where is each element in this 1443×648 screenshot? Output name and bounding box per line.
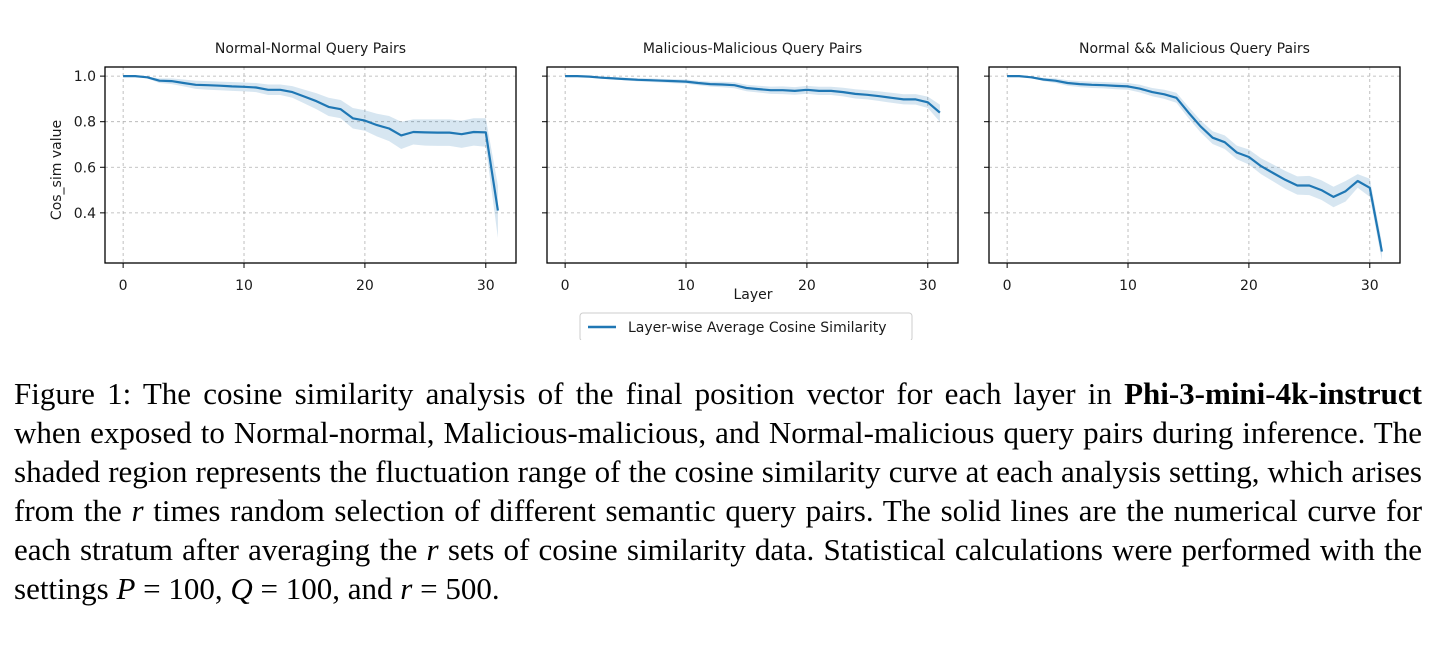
- caption-var-r-2: r: [426, 532, 439, 567]
- plot-frame: [104, 66, 517, 264]
- x-tick-label: 0: [1003, 278, 1012, 294]
- caption-model-name: Phi-3-mini-4k-instruct: [1124, 376, 1422, 411]
- x-tick-label: 30: [919, 278, 937, 294]
- panel-2: Malicious-Malicious Query Pairs 0 10 20 30: [542, 41, 959, 294]
- caption-eq-q: = 100, and: [260, 571, 393, 606]
- caption-text-d: sets of cosine similarity data. Statisti…: [14, 532, 1422, 606]
- x-tick-label: 30: [1361, 278, 1379, 294]
- caption-eq-r: = 500.: [420, 571, 500, 606]
- panel-3: Normal && Malicious Query Pairs 0 10 20 30: [984, 41, 1401, 294]
- panel-title: Normal-Normal Query Pairs: [215, 41, 406, 57]
- figure-caption: Figure 1: The cosine similarity analysis…: [14, 374, 1422, 608]
- fluctuation-band: [1007, 76, 1382, 261]
- legend-label: Layer-wise Average Cosine Similarity: [628, 320, 886, 336]
- caption-text-c: times random selection of different sema…: [14, 493, 1423, 567]
- y-tick-label: 0.6: [74, 160, 96, 176]
- x-tick-label: 0: [119, 278, 128, 294]
- fluctuation-band: [123, 76, 498, 238]
- caption-text-a: The cosine similarity analysis of the fi…: [142, 376, 1112, 411]
- caption-var-q: Q: [230, 571, 253, 606]
- panel-1: Normal-Normal Query Pairs 0 10 20 30 0.4 0.6 0.…: [74, 41, 517, 294]
- panel-title: Normal && Malicious Query Pairs: [1079, 41, 1310, 57]
- x-tick-label: 0: [561, 278, 570, 294]
- caption-var-r-3: r: [400, 571, 413, 606]
- x-tick-label: 10: [677, 278, 695, 294]
- x-tick-label: 20: [356, 278, 374, 294]
- x-tick-label: 20: [1240, 278, 1258, 294]
- y-tick-label: 0.4: [74, 206, 96, 222]
- x-tick-label: 30: [477, 278, 495, 294]
- mean-line: [123, 74, 499, 211]
- caption-var-p: P: [116, 571, 136, 606]
- plot-frame: [988, 66, 1401, 264]
- legend-frame: [579, 312, 913, 340]
- panel-title: Malicious-Malicious Query Pairs: [643, 41, 862, 57]
- fluctuation-band: [565, 76, 940, 122]
- x-tick-label: 20: [798, 278, 816, 294]
- caption-text-b: when exposed to Normal-normal, Malicious…: [14, 415, 1422, 528]
- x-tick-label: 10: [1119, 278, 1137, 294]
- y-tick-label: 0.8: [74, 115, 96, 131]
- x-axis-label: Layer: [733, 287, 772, 303]
- mean-line: [565, 74, 941, 114]
- plot-frame: [546, 66, 959, 264]
- x-tick-label: 10: [235, 278, 253, 294]
- caption-label: Figure 1:: [14, 376, 132, 411]
- legend: Layer-wise Average Cosine Similarity: [579, 312, 913, 340]
- caption-eq-p: = 100,: [143, 571, 223, 606]
- y-tick-label: 1.0: [74, 69, 96, 85]
- caption-var-r: r: [131, 493, 144, 528]
- figure-panels: Cos_sim value Layer Layer-wise Average C…: [49, 41, 1401, 340]
- y-axis-label: Cos_sim value: [49, 120, 65, 220]
- mean-line: [1007, 74, 1383, 252]
